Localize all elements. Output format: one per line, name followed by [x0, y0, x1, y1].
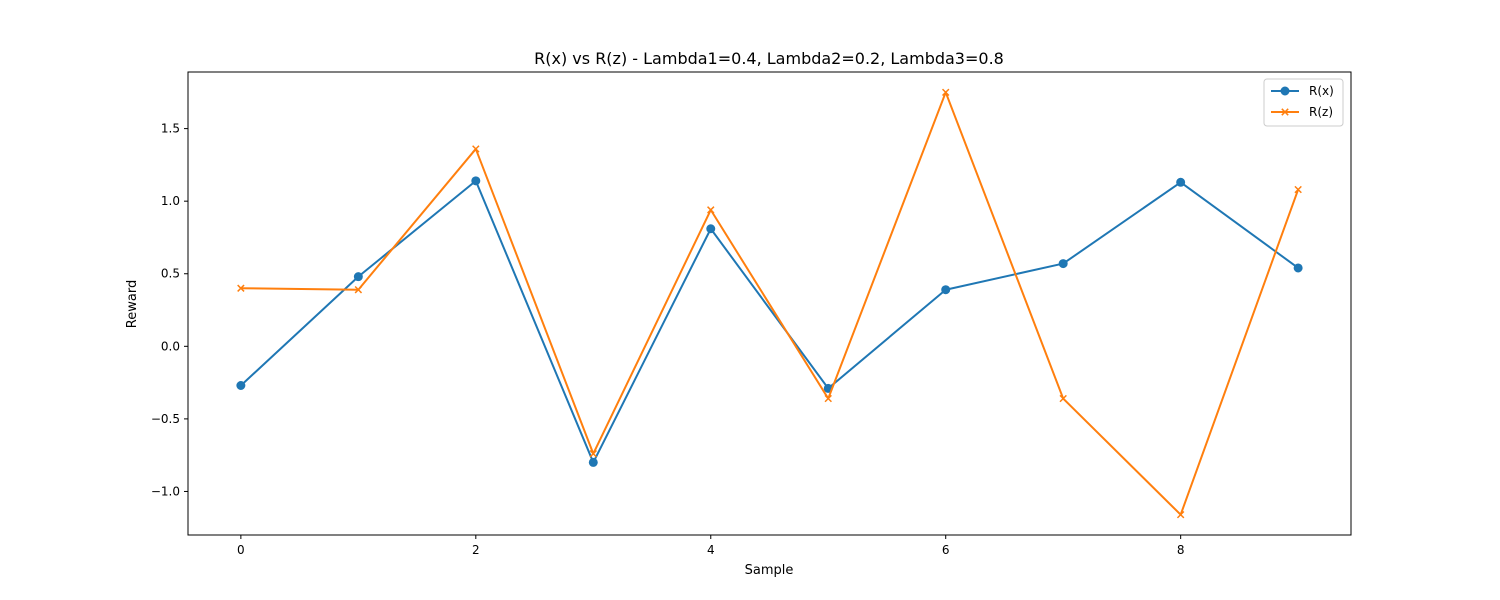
- y-tick-label: 1.0: [161, 194, 180, 208]
- axes-frame: [187, 71, 1352, 536]
- legend: R(x) R(z): [1263, 78, 1344, 127]
- data-point: [1059, 394, 1067, 403]
- series-line: [240, 179, 1299, 464]
- x-tick-label: 2: [472, 543, 480, 557]
- data-point: [941, 88, 950, 97]
- data-point: [236, 381, 246, 391]
- data-point: [472, 145, 480, 153]
- data-point: [1058, 259, 1068, 269]
- x-tick-label: 6: [942, 543, 950, 557]
- legend-item: R(z): [1271, 105, 1333, 119]
- data-point: [589, 449, 598, 458]
- y-tick-label: 0.5: [161, 267, 180, 281]
- chart-title: R(x) vs R(z) - Lambda1=0.4, Lambda2=0.2,…: [534, 49, 1004, 68]
- data-point: [707, 206, 715, 214]
- data-point: [706, 224, 716, 234]
- series-line: [240, 91, 1300, 516]
- data-point: [941, 285, 951, 295]
- series-rz: [237, 88, 1302, 519]
- legend-label: R(x): [1309, 84, 1334, 98]
- x-axis-label: Sample: [745, 563, 794, 578]
- legend-item: R(x): [1271, 84, 1334, 98]
- x-tick-label: 0: [237, 543, 245, 557]
- y-tick-label: −0.5: [151, 412, 180, 426]
- legend-marker: [1281, 108, 1289, 116]
- data-point: [237, 284, 245, 292]
- data-point: [353, 272, 363, 282]
- x-tick-label: 8: [1177, 543, 1185, 557]
- y-axis-label: Reward: [125, 280, 140, 328]
- legend-marker: [1280, 86, 1290, 96]
- data-point: [1176, 177, 1186, 187]
- data-point: [1293, 263, 1303, 273]
- legend-label: R(z): [1309, 105, 1333, 119]
- data-point: [824, 394, 832, 403]
- x-tick-label: 4: [707, 543, 715, 557]
- plot-area: 0 2 4 6 8 −1.0 −0.5 0.0 0.5 1.0 1.5: [151, 71, 1352, 557]
- data-point: [588, 457, 598, 467]
- data-point: [354, 285, 363, 294]
- y-tick-label: −1.0: [151, 484, 180, 498]
- data-point: [471, 176, 481, 186]
- series-rx: [236, 176, 1303, 467]
- data-point: [1294, 185, 1302, 194]
- data-point: [1176, 510, 1185, 519]
- y-tick-label: 0.0: [161, 339, 180, 353]
- y-tick-label: 1.5: [161, 122, 180, 136]
